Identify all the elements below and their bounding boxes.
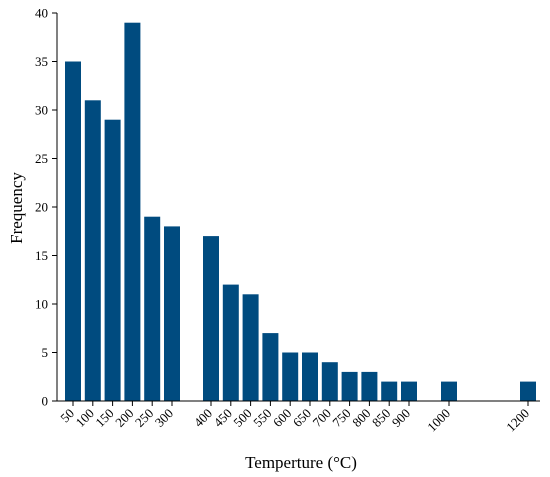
bar-900 <box>401 381 417 401</box>
bar-300 <box>164 226 180 401</box>
bar-200 <box>124 22 141 401</box>
x-tick-label: 50 <box>57 406 77 426</box>
bar-1000 <box>441 381 457 401</box>
x-tick-label: 1000 <box>424 406 453 435</box>
x-tick-label: 300 <box>152 406 176 430</box>
bar-550 <box>262 333 279 401</box>
y-tick-label: 40 <box>35 6 48 21</box>
y-tick-label: 25 <box>35 151 48 166</box>
y-axis: 0 5 10 15 20 25 30 35 40 <box>35 6 58 409</box>
x-axis-title: Temperture (°C) <box>245 453 357 472</box>
y-tick-label: 0 <box>42 394 49 409</box>
x-tick-label: 1200 <box>503 406 532 435</box>
bar-150 <box>104 119 121 401</box>
y-tick-label: 20 <box>35 200 48 215</box>
bar-100 <box>84 100 101 402</box>
y-tick-label: 35 <box>35 54 48 69</box>
y-axis-title: Frequency <box>7 172 26 244</box>
bar-650 <box>302 352 318 401</box>
bar-50 <box>65 61 81 401</box>
y-tick-label: 30 <box>35 103 48 118</box>
y-tick-label: 10 <box>35 297 48 312</box>
x-tick-label: 900 <box>389 406 413 430</box>
bar-850 <box>381 381 398 401</box>
bar-450 <box>222 284 239 401</box>
bar-1200 <box>520 381 536 401</box>
bar-500 <box>242 294 259 401</box>
y-tick-label: 5 <box>42 345 49 360</box>
bar-250 <box>144 216 161 401</box>
bar-600 <box>282 352 299 401</box>
bar-400 <box>203 236 219 401</box>
bars-group <box>65 22 536 402</box>
bar-800 <box>361 371 378 401</box>
y-tick-label: 15 <box>35 248 48 263</box>
bar-750 <box>341 371 358 401</box>
bar-700 <box>321 362 338 401</box>
